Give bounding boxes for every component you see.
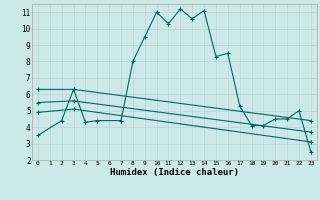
X-axis label: Humidex (Indice chaleur): Humidex (Indice chaleur) — [110, 168, 239, 177]
